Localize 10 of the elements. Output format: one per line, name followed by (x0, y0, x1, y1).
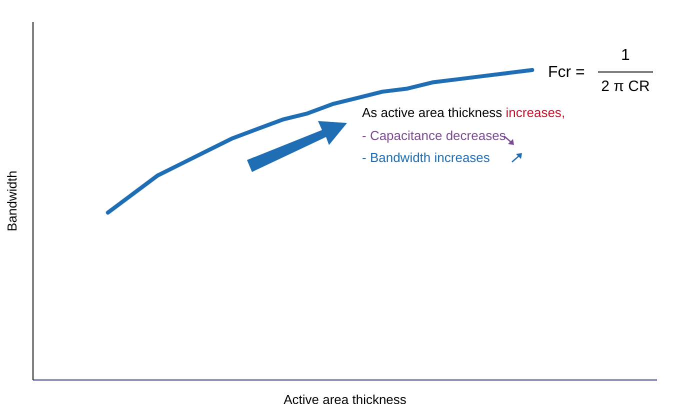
annotation: , (561, 105, 566, 120)
annotation: - Capacitance decreases (362, 128, 506, 143)
annotation: 2 π CR (601, 78, 650, 95)
annotation: As active area thickness (362, 105, 504, 120)
x-axis-title: Active area thickness (284, 392, 407, 404)
annotation: Fcr = (548, 64, 585, 81)
text: 1 (621, 47, 630, 64)
annotation: - Bandwidth increases (362, 150, 490, 165)
annotation: increases (506, 105, 562, 120)
y-axis-title: Bandwidth (4, 170, 20, 232)
